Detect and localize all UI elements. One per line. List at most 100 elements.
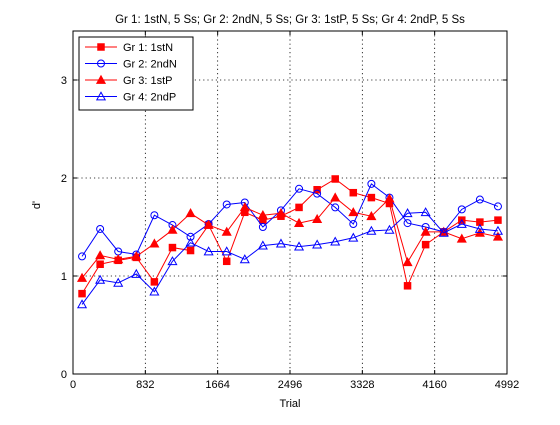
- data-point: [293, 217, 305, 227]
- data-point: [76, 272, 88, 282]
- data-point: [331, 175, 339, 183]
- axis-ticks: 0 832 1664 2496 3328 4160 4992 0 1 2 3: [61, 31, 519, 391]
- legend-marker: [95, 91, 107, 101]
- data-point: [367, 193, 376, 202]
- legend-item: Gr 3: 1stP: [85, 74, 173, 87]
- x-tick-label: 2496: [278, 379, 302, 391]
- data-point: [330, 192, 341, 202]
- data-point: [384, 193, 395, 203]
- data-point: [330, 236, 341, 246]
- data-point: [403, 219, 412, 228]
- data-point: [295, 203, 303, 212]
- data-point: [295, 184, 304, 193]
- data-point: [367, 179, 376, 188]
- legend-label: Gr 4: 2ndP: [123, 92, 176, 104]
- x-tick-label: 4992: [495, 379, 519, 391]
- data-point: [149, 238, 160, 248]
- data-point: [349, 220, 358, 229]
- data-point: [222, 257, 231, 266]
- data-point: [420, 207, 431, 217]
- data-point: [222, 200, 231, 209]
- data-point: [475, 195, 484, 204]
- x-tick-label: 3328: [350, 379, 374, 391]
- data-point: [312, 213, 323, 224]
- data-point: [78, 252, 87, 261]
- legend-label: Gr 1: 1stN: [123, 42, 173, 54]
- legend-item: Gr 4: 2ndP: [85, 91, 176, 104]
- data-point: [131, 268, 142, 278]
- data-point: [96, 224, 105, 233]
- data-point: [150, 211, 159, 220]
- series-4: [76, 207, 504, 309]
- data-point: [203, 246, 214, 256]
- data-point: [167, 224, 178, 234]
- legend-marker: [97, 59, 105, 68]
- data-point: [402, 257, 413, 267]
- data-point: [312, 239, 323, 249]
- data-point: [402, 208, 413, 218]
- x-tick-label: 0: [70, 379, 76, 391]
- y-axis-label: d': [31, 201, 43, 209]
- series-group: [76, 175, 504, 309]
- data-point: [456, 233, 467, 243]
- y-tick-label: 0: [61, 369, 67, 381]
- legend-marker: [97, 43, 105, 51]
- x-tick-label: 1664: [205, 379, 229, 391]
- data-point: [258, 223, 267, 231]
- data-point: [221, 226, 232, 236]
- data-point: [186, 232, 195, 241]
- legend: Gr 1: 1stN Gr 2: 2ndN Gr 3: 1stP Gr 4: 2ndP: [78, 36, 194, 111]
- data-point: [275, 238, 287, 248]
- data-point: [221, 246, 232, 256]
- data-point: [168, 243, 177, 252]
- data-point: [420, 226, 431, 236]
- x-axis-label: Trial: [280, 398, 301, 410]
- series-3: [76, 192, 504, 282]
- y-tick-label: 1: [61, 271, 67, 283]
- data-point: [457, 205, 466, 214]
- data-point: [95, 250, 106, 260]
- data-point: [167, 256, 178, 266]
- data-point: [421, 240, 430, 249]
- data-point: [185, 237, 196, 247]
- data-point: [131, 251, 142, 261]
- data-point: [366, 225, 377, 235]
- data-point: [257, 210, 268, 220]
- x-tick-label: 832: [136, 379, 154, 391]
- data-point: [313, 189, 322, 198]
- data-point: [348, 207, 359, 217]
- data-point: [456, 218, 467, 228]
- data-point: [257, 240, 268, 250]
- legend-label: Gr 3: 1stP: [123, 75, 173, 87]
- data-point: [403, 282, 412, 290]
- legend-label: Gr 2: 2ndN: [123, 59, 177, 71]
- data-point: [366, 210, 377, 221]
- data-point: [493, 202, 502, 211]
- data-point: [348, 232, 359, 242]
- data-point: [239, 202, 250, 212]
- legend-items: Gr 1: 1stN Gr 2: 2ndN Gr 3: 1stP Gr 4: 2ndP: [85, 42, 177, 104]
- legend-item: Gr 2: 2ndN: [85, 59, 177, 71]
- data-point: [113, 254, 124, 264]
- y-tick-label: 3: [61, 75, 67, 87]
- data-point: [149, 286, 160, 296]
- y-tick-label: 2: [61, 173, 67, 185]
- data-point: [96, 260, 104, 268]
- data-point: [474, 223, 485, 233]
- data-point: [494, 216, 502, 224]
- data-point: [113, 277, 124, 287]
- legend-marker: [95, 74, 107, 84]
- data-point: [331, 203, 340, 212]
- data-point: [203, 219, 214, 229]
- legend-item: Gr 1: 1stN: [85, 42, 173, 54]
- data-point: [492, 231, 504, 241]
- data-point: [349, 188, 358, 197]
- x-tick-label: 4160: [422, 379, 446, 391]
- data-point: [78, 289, 86, 298]
- data-point: [95, 274, 106, 284]
- data-point: [384, 224, 395, 234]
- data-point: [185, 208, 196, 218]
- chart-title: Gr 1: 1stN, 5 Ss; Gr 2: 2ndN, 5 Ss; Gr 3…: [115, 14, 465, 26]
